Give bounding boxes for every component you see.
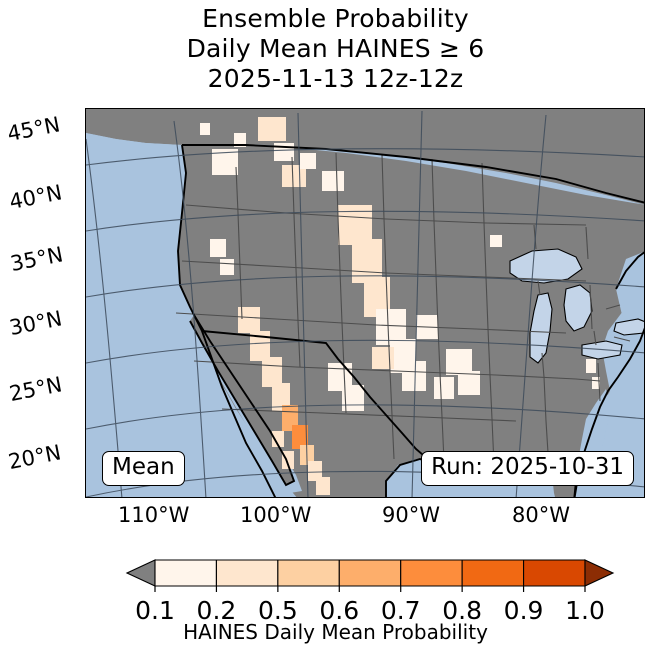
colorbar-tick-label: 0.1 — [135, 596, 175, 625]
probability-cell — [446, 349, 472, 375]
parallel-25n — [86, 404, 644, 430]
lat-label-30n: 30°N — [7, 306, 64, 340]
colorbar-tickmarks — [154, 586, 586, 592]
probability-cell — [272, 431, 284, 447]
lat-label-45n: 45°N — [5, 112, 62, 146]
run-label-text: Run: 2025-10-31 — [431, 454, 624, 480]
meridian-120w — [86, 138, 123, 497]
colorbar-swatch — [400, 559, 463, 587]
probability-cell — [434, 377, 454, 399]
northeast-coastline — [615, 251, 644, 290]
probability-cell — [250, 331, 270, 361]
parallel-30n — [86, 339, 644, 364]
lon-label-80w: 80°W — [512, 503, 570, 527]
colorbar[interactable]: 0.1 0.2 0.5 0.6 0.7 0.8 0.9 1.0 — [0, 552, 671, 658]
colorbar-swatch — [338, 559, 402, 587]
colorbar-tick-label: 0.8 — [442, 596, 483, 625]
stat-label-text: Mean — [112, 454, 175, 480]
probability-cell — [322, 171, 344, 191]
parallel-45n — [86, 148, 644, 166]
baja-coastline — [189, 314, 296, 487]
probability-cell — [272, 383, 290, 411]
title-line-3: 2025-11-13 12z-12z — [207, 64, 464, 93]
probability-cell — [308, 461, 322, 481]
lat-label-35n: 35°N — [8, 242, 65, 276]
probability-cell — [372, 347, 394, 369]
lat-label-20n: 20°N — [6, 440, 63, 474]
colorbar-swatch — [154, 559, 217, 587]
probability-cell — [262, 357, 282, 387]
lake-ontario — [613, 318, 644, 336]
probability-cell — [300, 153, 316, 169]
colorbar-tick-label: 0.7 — [380, 596, 421, 625]
colorbar-swatch — [277, 559, 340, 587]
us-canada-border — [182, 144, 644, 204]
lake-huron — [563, 284, 593, 332]
colorbar-tick-label: 0.5 — [257, 596, 298, 625]
colorbar-canvas — [125, 559, 615, 592]
great-lakes-layer — [509, 248, 644, 364]
lat-label-40n: 40°N — [7, 180, 64, 214]
northeast-atlantic — [616, 251, 644, 335]
meridian-100w — [297, 112, 309, 497]
meridian-80w — [515, 114, 547, 497]
probability-cell — [210, 239, 226, 257]
colorbar-segments — [125, 559, 615, 587]
colorbar-swatch — [584, 559, 615, 587]
title-line-1: Ensemble Probability — [202, 4, 469, 33]
probability-cell — [200, 123, 210, 135]
map-panel[interactable]: Mean Run: 2025-10-31 — [85, 108, 645, 498]
graticule — [86, 110, 644, 497]
state-borders — [175, 152, 631, 466]
probability-cell — [258, 117, 286, 141]
lake-superior — [509, 248, 583, 284]
probability-cell — [586, 359, 596, 373]
parallel-35n — [86, 275, 644, 298]
meridian-90w — [411, 110, 423, 497]
title-line-2: Daily Mean HAINES ≥ 6 — [186, 34, 485, 63]
colorbar-swatch — [125, 559, 156, 587]
lon-label-90w: 90°W — [382, 503, 440, 527]
lon-label-110w: 110°W — [118, 503, 190, 527]
colorbar-swatch — [215, 559, 279, 587]
probability-cell — [316, 477, 330, 495]
colorbar-tick-label: 1.0 — [565, 596, 605, 625]
colorbar-swatch — [461, 559, 525, 587]
map-canvas — [86, 109, 644, 497]
probability-cell — [220, 259, 234, 275]
stat-label-box: Mean — [102, 451, 185, 486]
probability-cell — [234, 133, 246, 147]
probability-cell — [402, 361, 426, 391]
chart-title: Ensemble Probability Daily Mean HAINES ≥… — [0, 4, 671, 94]
colorbar-tick-label: 0.6 — [319, 596, 360, 625]
probability-cell — [592, 377, 600, 389]
colorbar-axis-label: HAINES Daily Mean Probability — [183, 620, 488, 644]
colorbar-tick-label: 0.9 — [503, 596, 544, 625]
probability-cell — [458, 371, 480, 395]
probability-cell — [490, 235, 502, 247]
lon-label-100w: 100°W — [240, 503, 312, 527]
baja-peninsula — [190, 315, 294, 485]
lat-label-25n: 25°N — [7, 372, 64, 406]
run-label-box: Run: 2025-10-31 — [421, 451, 634, 486]
probability-cell — [292, 425, 308, 449]
canada-landmass — [86, 109, 644, 205]
colorbar-swatch — [523, 559, 586, 587]
probability-cells — [200, 117, 600, 495]
probability-cell — [238, 307, 260, 333]
meridian-110w — [173, 120, 207, 497]
parallel-40n — [86, 210, 644, 232]
colorbar-tick-label: 0.2 — [196, 596, 237, 625]
